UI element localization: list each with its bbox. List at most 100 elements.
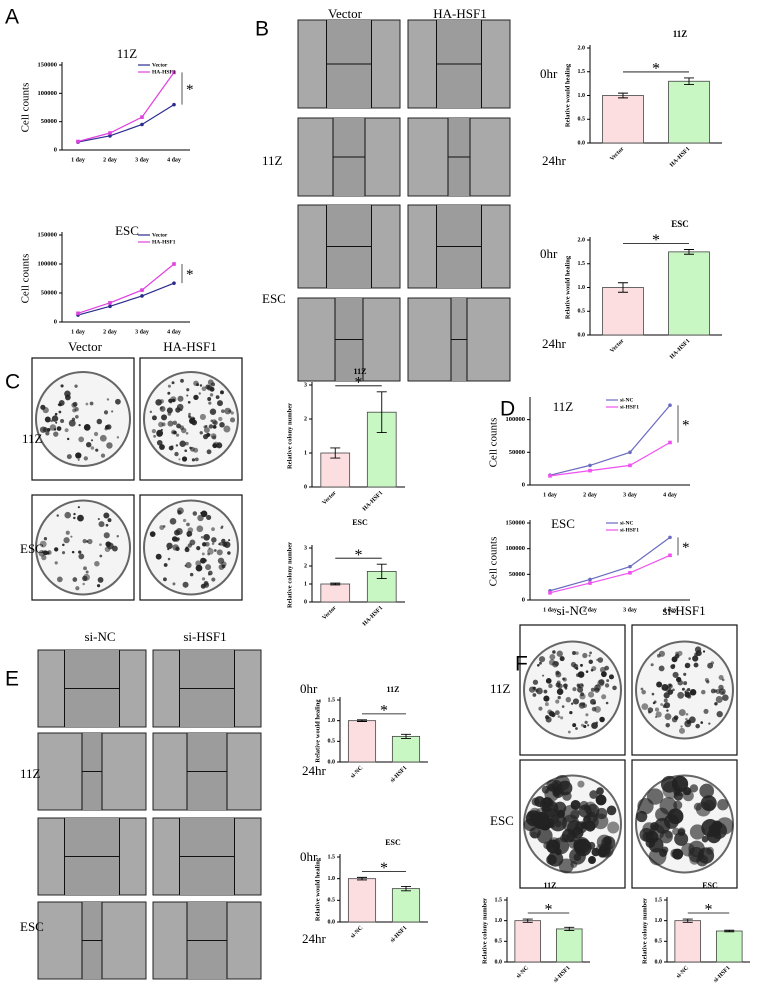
colony	[49, 424, 57, 431]
time-label: 0hr	[540, 246, 558, 261]
colony	[553, 661, 560, 667]
colony	[580, 663, 583, 667]
colony	[167, 391, 171, 395]
colony	[658, 665, 665, 672]
colony	[211, 537, 217, 543]
y-tick-label: 50000	[509, 571, 525, 578]
colony	[212, 424, 217, 429]
colony	[103, 532, 110, 539]
colony	[688, 657, 692, 660]
colony	[594, 706, 601, 713]
colony	[206, 385, 213, 391]
x-tick-label: 4 day	[167, 157, 181, 163]
x-tick-label: 1 day	[71, 157, 85, 163]
y-tick-label: 2.0	[578, 237, 586, 243]
y-tick-label: 0	[304, 599, 307, 605]
colony	[160, 428, 163, 431]
colony	[217, 400, 223, 407]
colony	[565, 696, 572, 703]
y-axis-label: Relative would healing	[314, 857, 321, 921]
x-tick-label: si-NC	[516, 965, 531, 980]
error-bar	[684, 249, 694, 255]
line	[549, 404, 671, 476]
colony	[70, 535, 73, 538]
colony	[159, 406, 166, 412]
bar	[347, 720, 377, 763]
colony	[116, 535, 119, 538]
colony	[560, 716, 564, 720]
colony	[156, 439, 163, 446]
bar	[715, 930, 743, 963]
colony	[163, 563, 168, 567]
colony	[74, 384, 78, 388]
time-label: 24hr	[542, 153, 567, 168]
colony	[714, 702, 718, 706]
colony	[73, 512, 76, 516]
colony	[212, 420, 218, 426]
colony	[648, 837, 664, 853]
row-label: ESC	[20, 919, 44, 934]
y-tick-label: 0	[522, 596, 525, 603]
colony	[608, 674, 614, 680]
point	[140, 294, 144, 298]
colony	[710, 822, 727, 840]
x-tick-label: 4 day	[663, 607, 677, 613]
colony	[658, 650, 665, 657]
y-tick-label: 50000	[41, 289, 57, 296]
colony	[200, 535, 204, 539]
colony	[175, 444, 179, 447]
colony	[87, 538, 93, 545]
y-tick-label: 100000	[506, 416, 526, 423]
colony	[673, 715, 679, 721]
line	[549, 536, 671, 592]
y-axis-label: Relative colony number	[481, 898, 488, 964]
colony	[557, 695, 561, 700]
colony	[218, 416, 223, 422]
error-bar	[724, 929, 735, 933]
colony	[650, 821, 659, 831]
point	[140, 288, 144, 292]
point	[172, 70, 176, 75]
colony	[601, 694, 607, 700]
colony	[166, 542, 173, 550]
chart-title: ESC	[671, 219, 689, 229]
significance: *	[652, 232, 660, 249]
colony	[589, 790, 598, 799]
colony	[196, 546, 201, 551]
colony	[72, 408, 77, 413]
colony	[715, 696, 723, 704]
row-label: 11Z	[490, 681, 511, 696]
colony	[548, 659, 556, 666]
colony	[176, 423, 182, 429]
colony	[208, 424, 214, 429]
colony	[591, 666, 597, 672]
colony	[63, 537, 70, 544]
colony	[537, 663, 540, 667]
colony	[567, 730, 571, 734]
colony	[61, 551, 66, 555]
colony	[100, 453, 106, 458]
colony	[703, 799, 716, 812]
colony	[571, 702, 574, 705]
colony	[651, 692, 655, 696]
colony	[185, 546, 189, 550]
colony	[590, 687, 595, 692]
y-tick-label: 0.0	[495, 959, 503, 965]
colony	[60, 419, 65, 424]
line	[77, 263, 175, 314]
colony	[220, 526, 224, 530]
colony	[555, 671, 562, 678]
colony	[546, 854, 557, 866]
colony	[83, 424, 91, 431]
x-tick-label: HA-HSF1	[669, 338, 691, 360]
colony	[534, 796, 546, 808]
colony	[195, 560, 202, 567]
y-tick-label: 0.5	[495, 939, 503, 945]
colony	[192, 417, 196, 420]
point	[588, 577, 592, 582]
colony	[586, 811, 598, 823]
point	[628, 570, 632, 575]
row-label: 11Z	[20, 766, 41, 781]
colony	[155, 553, 162, 560]
colony	[555, 682, 561, 688]
